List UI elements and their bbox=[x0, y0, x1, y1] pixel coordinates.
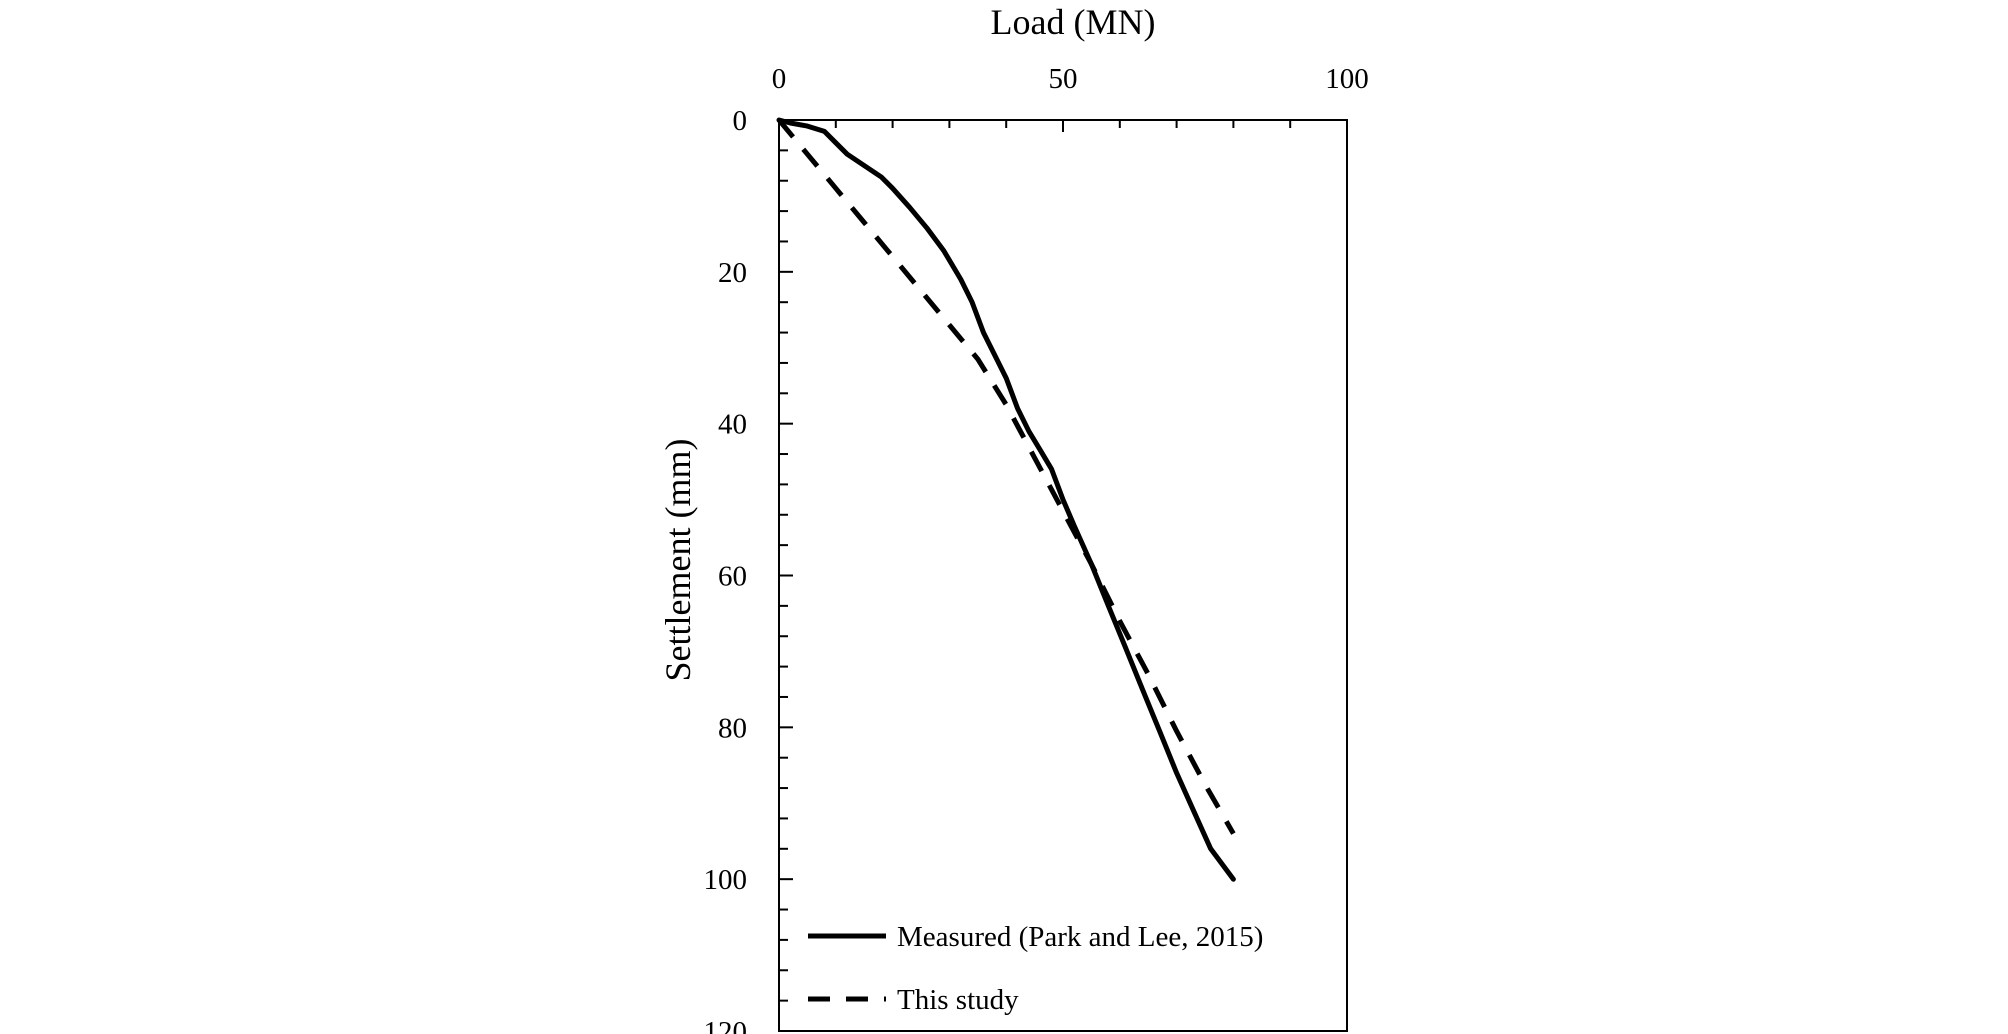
legend: Measured (Park and Lee, 2015) This study bbox=[808, 921, 1263, 1016]
x-tick-label: 50 bbox=[1049, 63, 1078, 95]
x-axis-title: Load (MN) bbox=[991, 2, 1156, 42]
plot-frame bbox=[778, 119, 1348, 1032]
y-axis-title: Settlement (mm) bbox=[658, 439, 698, 682]
y-tick-label: 0 bbox=[733, 105, 748, 137]
y-tick-label: 20 bbox=[718, 257, 747, 289]
series-layer bbox=[776, 117, 1236, 882]
series-line-measured bbox=[776, 117, 1236, 882]
major-ticks bbox=[778, 119, 1348, 1032]
y-tick-label: 100 bbox=[704, 864, 748, 896]
x-tick-label: 100 bbox=[1325, 63, 1369, 95]
y-tick-label: 60 bbox=[718, 561, 747, 593]
y-tick-label: 80 bbox=[718, 712, 747, 744]
y-tick-label: 120 bbox=[704, 1016, 748, 1034]
y-tick-label: 40 bbox=[718, 409, 747, 441]
x-tick-labels: 0 50 100 bbox=[772, 63, 1369, 95]
x-tick-label: 0 bbox=[772, 63, 787, 95]
series-line-this-study bbox=[777, 118, 1236, 835]
y-tick-labels: 0 20 40 60 80 100 120 bbox=[704, 105, 748, 1034]
legend-label-this-study: This study bbox=[897, 984, 1019, 1016]
minor-ticks bbox=[779, 120, 1292, 1002]
plot-area bbox=[776, 117, 1348, 1032]
legend-label-measured: Measured (Park and Lee, 2015) bbox=[897, 921, 1263, 953]
